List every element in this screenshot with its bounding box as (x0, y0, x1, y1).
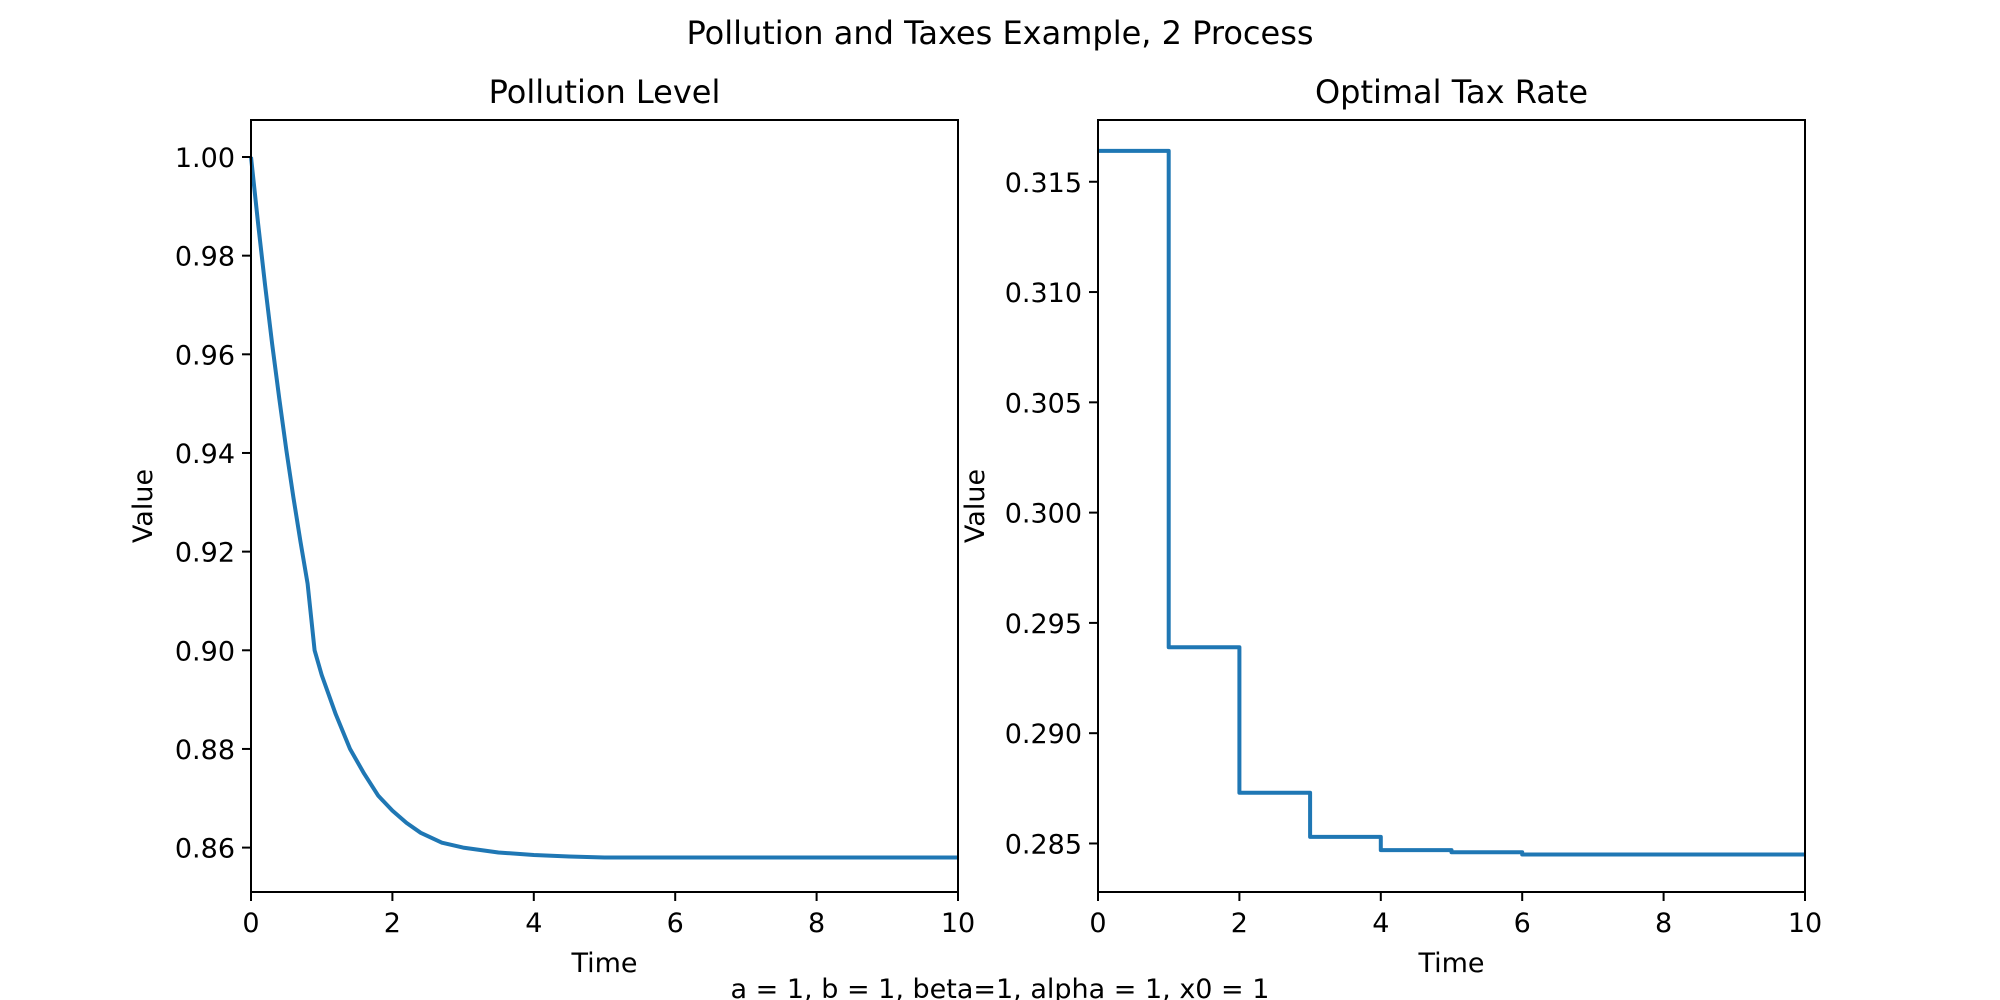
chart-title: Pollution Level (489, 73, 721, 111)
y-tick-label: 0.295 (1005, 609, 1082, 640)
series-line-1 (1098, 148, 1805, 857)
y-tick-label: 0.96 (175, 340, 235, 371)
y-axis-label: Value (960, 469, 991, 543)
x-tick-label: 6 (1514, 908, 1531, 939)
x-tick-label: 10 (941, 908, 975, 939)
x-tick-label: 8 (808, 908, 825, 939)
chart-title: Optimal Tax Rate (1315, 73, 1588, 111)
optimal-tax-rate-chart: 0 2 4 6 8 10 0.285 0.290 0.295 0.300 0.305 0.310 0.3… (960, 73, 1822, 979)
x-tick-label: 10 (1788, 908, 1822, 939)
y-tick-label: 0.92 (175, 538, 235, 569)
x-tick-label: 8 (1655, 908, 1672, 939)
y-tick-label: 0.300 (1005, 499, 1082, 530)
x-tick-label: 6 (667, 908, 684, 939)
y-tick-label: 0.86 (175, 834, 235, 865)
x-tick-label: 4 (525, 908, 542, 939)
x-axis-label: Time (570, 948, 637, 979)
x-tick-label: 0 (1089, 908, 1106, 939)
y-tick-label: 0.305 (1005, 388, 1082, 419)
figure-title: Pollution and Taxes Example, 2 Process (686, 14, 1313, 52)
y-tick-label: 0.94 (175, 439, 235, 470)
y-tick-label: 0.285 (1005, 829, 1082, 860)
y-axis-label: Value (128, 469, 159, 543)
y-tick-label: 0.315 (1005, 168, 1082, 199)
x-axis-label: Time (1417, 948, 1484, 979)
y-tick-label: 1.00 (175, 143, 235, 174)
plot-frame (1097, 119, 1806, 893)
y-tick-label: 0.310 (1005, 278, 1082, 309)
y-tick-label: 0.98 (175, 242, 235, 273)
x-tick-label: 4 (1372, 908, 1389, 939)
x-tick-label: 2 (384, 908, 401, 939)
y-tick-label: 0.88 (175, 735, 235, 766)
plot-frame (250, 119, 959, 893)
x-tick-label: 2 (1231, 908, 1248, 939)
x-tick-label: 0 (242, 908, 259, 939)
series-line-1 (249, 156, 958, 860)
y-tick-label: 0.90 (175, 636, 235, 667)
figure-caption: a = 1, b = 1, beta=1, alpha = 1, x0 = 1 (731, 974, 1270, 1000)
pollution-level-chart: 0 2 4 6 8 10 0.86 0.88 0.90 0.92 0.94 0.96 0.98 1.00 P… (128, 73, 975, 979)
y-tick-label: 0.290 (1005, 719, 1082, 750)
